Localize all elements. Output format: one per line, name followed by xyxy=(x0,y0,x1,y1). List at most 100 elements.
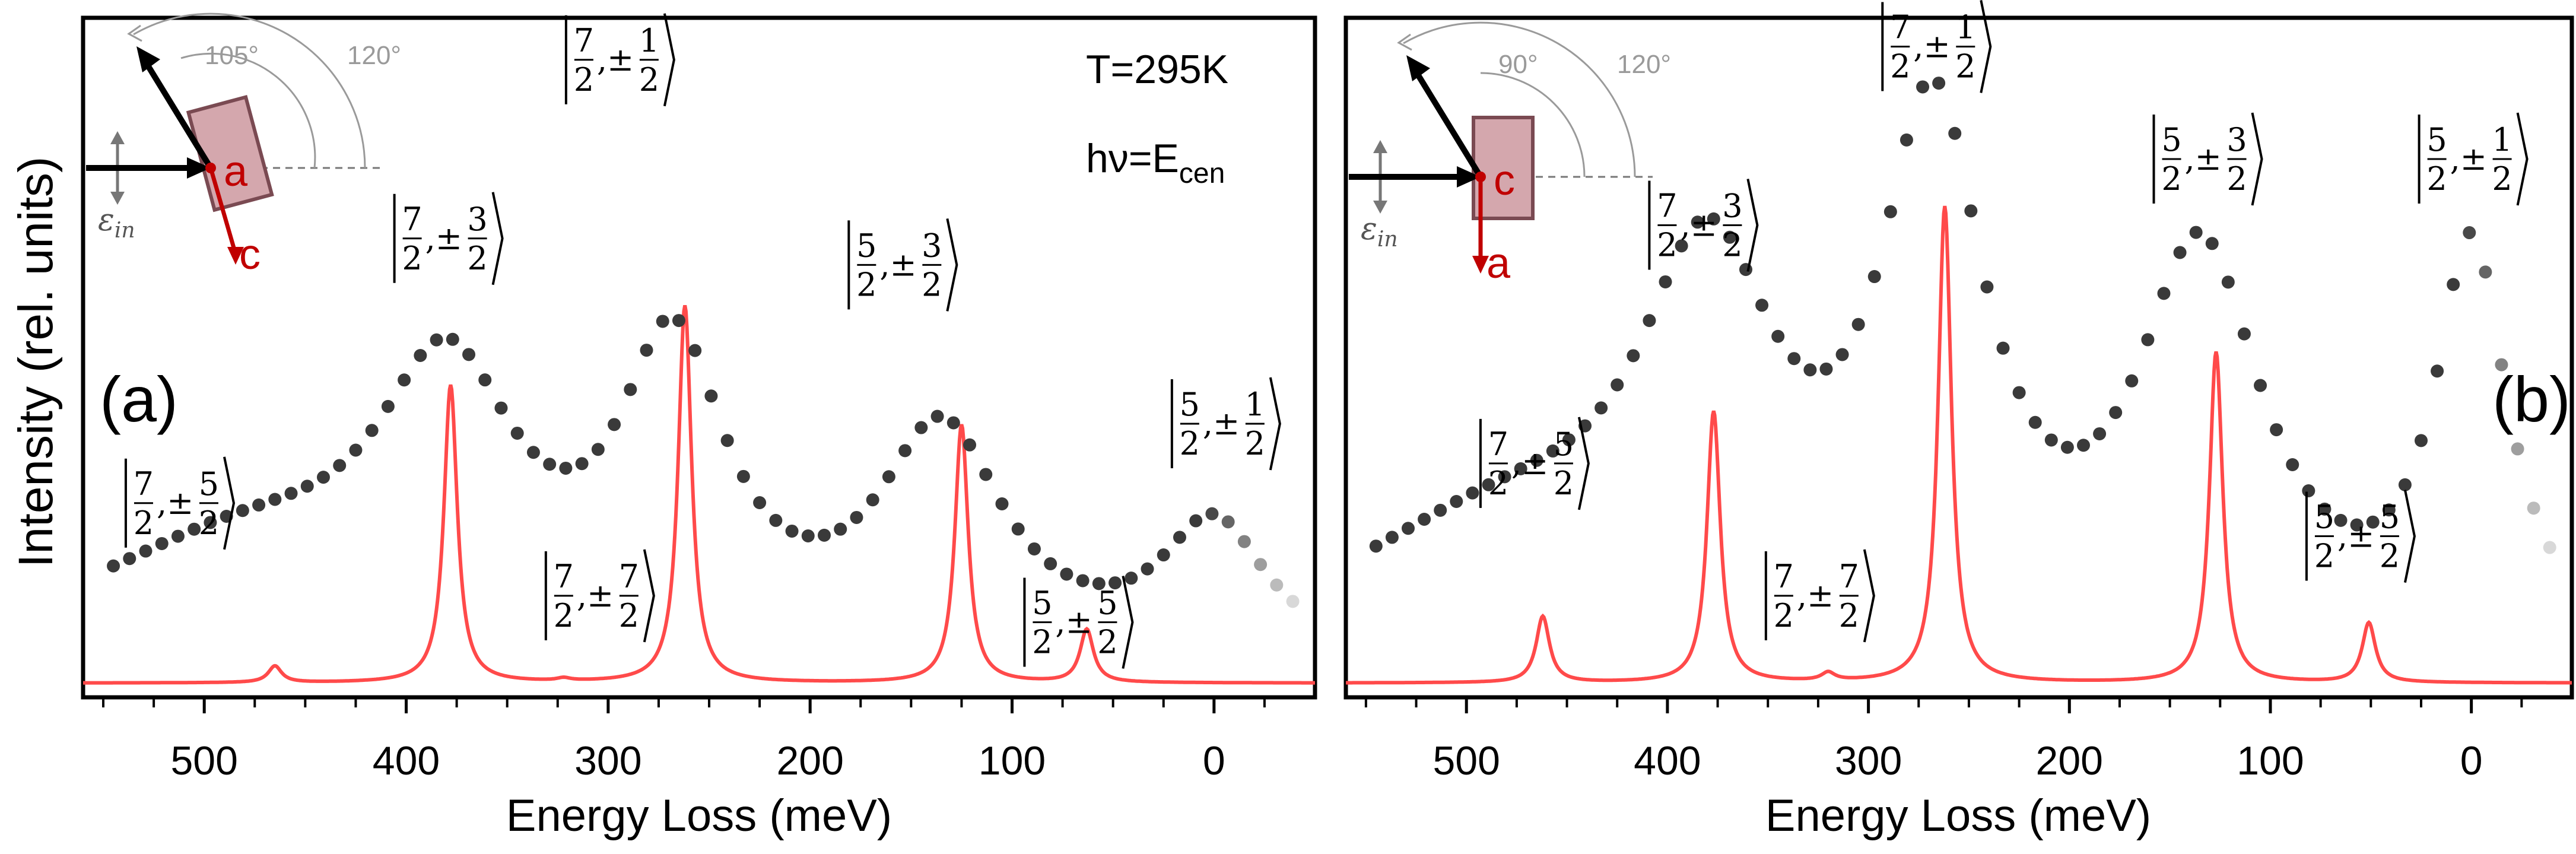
ket-bracket xyxy=(2403,490,2416,583)
data-point xyxy=(575,457,589,471)
panel-b-x-axis-title: Energy Loss (meV) xyxy=(1765,790,2151,841)
j-numerator: 5 xyxy=(856,227,876,264)
outer-angle-arc xyxy=(1403,21,1636,177)
panel-b: 500 400 300 200 100 0 Energy Loss (meV) (b) 7… xyxy=(1343,0,2574,841)
data-point xyxy=(1803,363,1817,377)
panel-a-label: (a) xyxy=(100,363,178,435)
data-point xyxy=(1027,542,1041,555)
data-point xyxy=(2511,442,2524,456)
panel-b-peak-labels: 72,±5272,±3272,±1272,±7252,±3252,±5252,±… xyxy=(1479,0,2529,643)
ket-bracket xyxy=(1269,377,1281,471)
ket-bracket xyxy=(1577,417,1590,510)
m-denominator: 2 xyxy=(1722,227,1742,264)
inner-angle-arc xyxy=(1480,72,1586,177)
data-point xyxy=(1514,462,1527,475)
data-point xyxy=(381,399,395,413)
data-point xyxy=(1546,444,1559,458)
plus-minus: ,± xyxy=(2450,140,2487,177)
panel-a: 500 400 300 200 100 0 Energy Loss (meV) (a) 7… xyxy=(81,12,1317,841)
data-point xyxy=(107,559,120,573)
data-point xyxy=(2495,358,2508,372)
j-numerator: 7 xyxy=(574,22,594,59)
polarization-label: εin xyxy=(98,202,135,243)
temperature-label: T=295K xyxy=(1086,47,1228,92)
data-point xyxy=(2173,246,2187,259)
data-point xyxy=(2254,379,2267,392)
data-point xyxy=(2028,415,2042,429)
plot-frame xyxy=(1343,15,2574,700)
data-point xyxy=(365,424,379,437)
incident-beam-arrowhead xyxy=(187,157,211,179)
data-point xyxy=(462,348,476,361)
data-point xyxy=(1434,503,1447,517)
data-point xyxy=(1450,494,1463,508)
ket-bracket xyxy=(1863,549,1875,643)
data-point xyxy=(2093,427,2107,440)
data-point xyxy=(850,510,863,524)
data-point xyxy=(188,522,201,536)
data-point xyxy=(333,459,347,472)
inner-angle-arc xyxy=(180,52,316,169)
peak-label: 52,±32 xyxy=(2152,112,2263,206)
outer-angle-arc xyxy=(133,12,366,169)
x-tick-label: 0 xyxy=(2460,738,2483,783)
data-point xyxy=(801,529,815,542)
data-point xyxy=(979,468,993,481)
data-point xyxy=(1482,478,1495,491)
j-denominator: 2 xyxy=(2161,160,2181,198)
j-numerator: 5 xyxy=(1032,585,1052,622)
j-numerator: 7 xyxy=(554,558,574,595)
data-point xyxy=(155,536,169,550)
data-point xyxy=(1964,204,1978,218)
data-point xyxy=(1643,314,1656,328)
crystal-axis-arrowhead xyxy=(227,247,244,265)
data-point xyxy=(1932,77,1946,90)
x-tick-label: 100 xyxy=(979,738,1046,783)
data-point xyxy=(414,348,427,362)
ket-bracket xyxy=(1746,179,1759,272)
x-tick-label: 300 xyxy=(574,738,641,783)
data-point xyxy=(2350,518,2364,532)
panel-b-marks xyxy=(1346,77,2572,685)
outer-arc-arrowhead xyxy=(127,24,142,42)
data-point xyxy=(1530,453,1543,467)
m-numerator: 7 xyxy=(619,558,639,595)
data-point xyxy=(1157,548,1170,562)
data-point xyxy=(1044,557,1057,570)
photon-energy-label: hν=Ecen xyxy=(1086,136,1225,189)
panel-a-marks xyxy=(83,304,1315,685)
polarization-symbol: ε xyxy=(1361,211,1377,247)
data-point xyxy=(656,315,669,328)
data-point xyxy=(1980,280,1994,294)
data-point xyxy=(430,333,443,347)
data-point xyxy=(510,426,524,440)
j-denominator: 2 xyxy=(402,240,422,277)
data-point xyxy=(139,544,153,558)
peak-label: 72,±12 xyxy=(564,13,675,107)
j-numerator: 7 xyxy=(1488,426,1508,463)
data-point xyxy=(1092,577,1106,591)
ket-bracket xyxy=(2516,112,2529,206)
scattered-beam-arrowhead xyxy=(1406,55,1430,81)
m-denominator: 2 xyxy=(619,597,639,634)
plus-minus: ,± xyxy=(1797,577,1834,614)
data-point xyxy=(543,458,557,471)
outer-angle-label: 120° xyxy=(1617,50,1671,79)
peak-label: 72,±12 xyxy=(1881,0,1992,93)
data-point xyxy=(204,516,217,529)
data-point xyxy=(753,496,767,510)
plus-minus: ,± xyxy=(157,484,193,522)
photon-energy-prefix: hν=E xyxy=(1086,136,1179,181)
m-denominator: 2 xyxy=(1097,624,1117,661)
ket-bracket xyxy=(1122,576,1134,669)
j-numerator: 5 xyxy=(2426,121,2447,158)
data-point xyxy=(2076,439,2090,452)
plus-minus: ,± xyxy=(2337,518,2374,555)
data-point xyxy=(1851,318,1865,331)
m-denominator: 2 xyxy=(922,266,942,303)
plus-minus: ,± xyxy=(1680,207,1717,244)
inner-angle-label: 105° xyxy=(205,41,259,70)
fit-line-series xyxy=(83,304,1315,685)
data-point xyxy=(672,314,685,328)
